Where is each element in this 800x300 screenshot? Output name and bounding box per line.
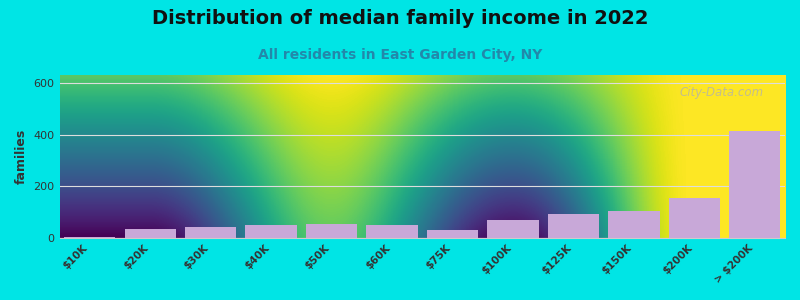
- Text: Distribution of median family income in 2022: Distribution of median family income in …: [152, 9, 648, 28]
- Bar: [185, 226, 236, 238]
- Bar: [729, 131, 781, 238]
- Bar: [548, 214, 599, 238]
- Text: City-Data.com: City-Data.com: [679, 86, 763, 99]
- Bar: [427, 230, 478, 238]
- Bar: [669, 198, 720, 238]
- Text: All residents in East Garden City, NY: All residents in East Garden City, NY: [258, 48, 542, 62]
- Bar: [487, 220, 538, 238]
- Y-axis label: families: families: [15, 129, 28, 184]
- Bar: [246, 225, 297, 238]
- Bar: [125, 229, 176, 238]
- Bar: [306, 224, 358, 238]
- Bar: [608, 211, 659, 238]
- Bar: [64, 237, 115, 238]
- Bar: [366, 225, 418, 238]
